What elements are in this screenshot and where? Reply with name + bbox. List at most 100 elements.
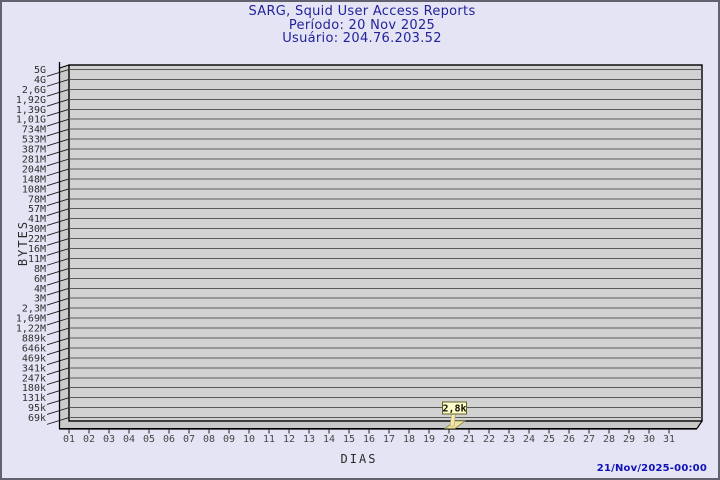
y-tick-label: 1,01G xyxy=(16,115,46,126)
x-tick-label: 28 xyxy=(603,434,615,445)
y-tick-mark xyxy=(46,188,70,197)
y-tick-label: 533M xyxy=(22,135,46,146)
y-tick-label: 180k xyxy=(22,383,46,394)
y-tick-label: 734M xyxy=(22,125,46,136)
floor-right-edge xyxy=(696,420,703,429)
x-tick-label: 30 xyxy=(643,434,655,445)
wall-top-edge xyxy=(59,64,70,69)
x-tick-label: 08 xyxy=(203,434,215,445)
y-tick-label: 11M xyxy=(28,254,46,265)
chart-left-wall xyxy=(59,65,69,429)
x-tick-label: 16 xyxy=(363,434,375,445)
y-tick-label: 6M xyxy=(34,274,46,285)
y-tick-label: 1,69M xyxy=(16,314,46,325)
y-tick-mark xyxy=(46,138,70,147)
y-tick-label: 4M xyxy=(34,284,46,295)
x-tick-label: 17 xyxy=(383,434,395,445)
x-axis-title: DIAS xyxy=(341,452,378,466)
y-tick-mark xyxy=(46,198,70,207)
y-tick-mark xyxy=(46,208,70,216)
y-tick-mark xyxy=(46,297,70,306)
x-tick-label: 05 xyxy=(143,434,155,445)
x-tick-label: 07 xyxy=(183,434,195,445)
y-tick-label: 41M xyxy=(28,214,46,225)
y-tick-label: 22M xyxy=(28,234,46,245)
gridlines-group xyxy=(69,69,702,419)
y-tick-mark xyxy=(46,178,70,187)
x-tick-label: 12 xyxy=(283,434,295,445)
y-tick-mark xyxy=(46,168,70,177)
y-tick-label: 108M xyxy=(22,184,46,195)
x-tick-label: 13 xyxy=(303,434,315,445)
y-tick-label: 1,92G xyxy=(16,95,46,106)
y-tick-label: 69k xyxy=(28,413,46,424)
y-tick-mark xyxy=(46,267,70,276)
y-tick-label: 30M xyxy=(28,224,46,235)
y-tick-label: 204M xyxy=(22,164,46,175)
x-tick-label: 04 xyxy=(123,434,135,445)
y-tick-label: 1,39G xyxy=(16,105,46,116)
y-tick-marks-group xyxy=(46,69,70,425)
x-tick-label: 21 xyxy=(463,434,475,445)
chart-period: Período: 20 Nov 2025 xyxy=(288,17,436,33)
y-tick-label: 8M xyxy=(34,264,46,275)
x-tick-label: 24 xyxy=(523,434,535,445)
y-tick-mark xyxy=(46,118,70,127)
y-tick-mark xyxy=(46,317,70,326)
y-tick-label: 148M xyxy=(22,174,46,185)
y-tick-mark xyxy=(46,407,70,415)
x-tick-label: 29 xyxy=(623,434,635,445)
x-tick-label: 15 xyxy=(343,434,355,445)
x-tick-label: 27 xyxy=(583,434,595,445)
y-tick-label: 889k xyxy=(22,334,46,345)
annotation-box xyxy=(442,401,467,415)
y-tick-label: 3M xyxy=(34,294,46,305)
y-tick-labels-group: 5G4G2,6G1,92G1,39G1,01G734M533M387M281M2… xyxy=(16,65,46,424)
x-tick-label: 22 xyxy=(483,434,495,445)
x-tick-marks-group xyxy=(68,429,670,434)
y-axis-title: BYTES xyxy=(16,220,30,266)
x-tick-label: 06 xyxy=(163,434,175,445)
x-tick-label: 01 xyxy=(63,434,75,445)
y-tick-mark xyxy=(46,248,70,256)
x-tick-label: 31 xyxy=(663,434,675,445)
y-tick-mark xyxy=(46,108,70,117)
y-tick-label: 57M xyxy=(28,204,46,215)
y-tick-label: 95k xyxy=(28,403,46,414)
y-tick-mark xyxy=(46,88,70,97)
generated-timestamp: 21/Nov/2025-00:00 xyxy=(596,463,707,474)
chart-title-block: SARG, Squid User Access Reports Período:… xyxy=(7,5,717,46)
y-tick-mark xyxy=(46,367,70,376)
y-tick-label: 2,3M xyxy=(22,304,46,315)
y-tick-mark xyxy=(46,307,70,316)
chart-title: SARG, Squid User Access Reports xyxy=(248,4,476,19)
y-tick-label: 247k xyxy=(22,373,46,384)
y-tick-mark xyxy=(46,238,70,246)
y-tick-label: 1,22M xyxy=(16,324,46,335)
y-tick-label: 5G xyxy=(34,65,46,76)
y-tick-mark xyxy=(46,128,70,137)
y-tick-mark xyxy=(46,79,70,87)
x-tick-label: 19 xyxy=(423,434,435,445)
y-tick-mark xyxy=(46,148,70,157)
x-tick-label: 02 xyxy=(83,434,95,445)
chart-user: Usuário: 204.76.203.52 xyxy=(282,31,442,46)
y-tick-mark xyxy=(46,337,70,346)
x-tick-label: 26 xyxy=(563,434,575,445)
y-tick-mark xyxy=(46,287,70,296)
y-tick-mark xyxy=(46,258,70,266)
y-tick-mark xyxy=(46,158,70,167)
y-tick-label: 78M xyxy=(28,194,46,205)
x-tick-label: 23 xyxy=(503,434,515,445)
x-tick-label: 09 xyxy=(223,434,235,445)
y-tick-label: 2,6G xyxy=(22,85,46,96)
x-tick-labels-group: 01 02 03 04 05 06 07 08 09 10 11 12 13 14 15 16 17 18 19 20… xyxy=(63,434,675,445)
chart-plot-area xyxy=(68,64,703,422)
y-tick-label: 4G xyxy=(34,75,46,86)
x-tick-label: 25 xyxy=(543,434,555,445)
y-tick-label: 16M xyxy=(28,244,46,255)
x-tick-label: 18 xyxy=(403,434,415,445)
y-tick-label: 131k xyxy=(22,393,46,404)
y-tick-mark xyxy=(46,327,70,336)
